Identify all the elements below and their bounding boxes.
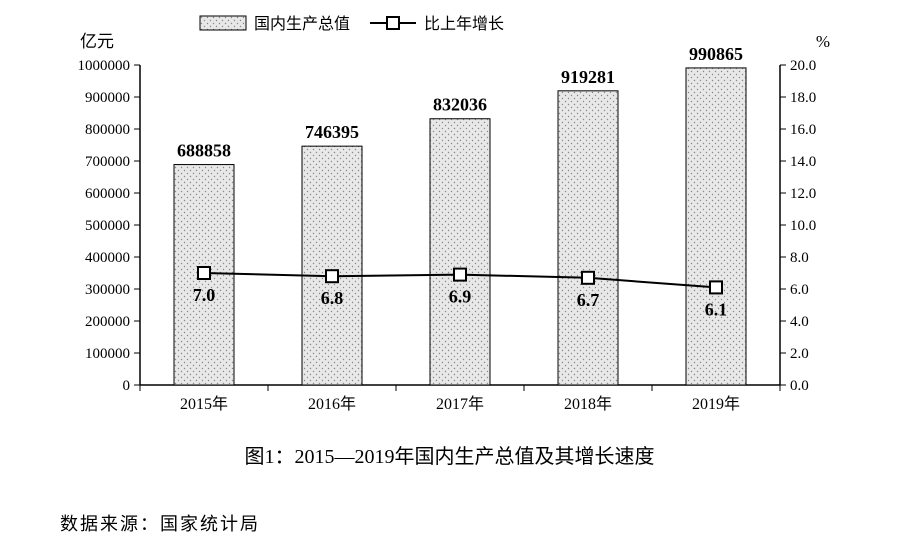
- y2-tick-label: 10.0: [790, 218, 816, 234]
- line-value-label: 6.8: [321, 288, 344, 308]
- line-value-label: 6.1: [705, 299, 728, 319]
- gdp-chart: 0 100000 200000 300000 400000 500000 600000 700…: [30, 10, 870, 440]
- legend: 国内生产总值 比上年增长: [200, 15, 504, 33]
- bar-value-label: 919281: [561, 67, 615, 87]
- legend-line-swatch: [387, 17, 399, 29]
- bar-value-label: 832036: [433, 95, 487, 115]
- line-marker: [198, 267, 210, 279]
- y1-tick-label: 900000: [85, 90, 130, 106]
- category-label: 2019年: [692, 395, 740, 413]
- legend-bar-label: 国内生产总值: [254, 15, 350, 33]
- y2-tick-label: 0.0: [790, 378, 809, 394]
- bar: [430, 119, 490, 385]
- line-marker: [326, 270, 338, 282]
- y2-tick-label: 12.0: [790, 186, 816, 202]
- y1-axis-label: 亿元: [80, 32, 114, 51]
- y2-tick-label: 4.0: [790, 314, 809, 330]
- y1-tick-label: 400000: [85, 250, 130, 266]
- y1-tick-label: 200000: [85, 314, 130, 330]
- bar: [558, 91, 618, 385]
- y1-tick-label: 500000: [85, 218, 130, 234]
- line-marker: [454, 269, 466, 281]
- line-marker: [582, 272, 594, 284]
- y2-tick-label: 14.0: [790, 154, 816, 170]
- line-value-label: 6.9: [449, 287, 472, 307]
- line-value-label: 7.0: [193, 285, 216, 305]
- line-marker: [710, 281, 722, 293]
- y2-tick-label: 20.0: [790, 58, 816, 74]
- category-label: 2015年: [180, 395, 228, 413]
- bar-value-label: 990865: [689, 44, 743, 64]
- bar-value-label: 746395: [305, 122, 359, 142]
- category-label: 2018年: [564, 395, 612, 413]
- y2-tick-label: 8.0: [790, 250, 809, 266]
- y2-tick-label: 6.0: [790, 282, 809, 298]
- legend-bar-swatch: [200, 16, 246, 30]
- y1-tick-label: 100000: [85, 346, 130, 362]
- chart-caption: 图1：2015—2019年国内生产总值及其增长速度: [0, 440, 899, 469]
- y2-tick-label: 2.0: [790, 346, 809, 362]
- y1-tick-label: 700000: [85, 154, 130, 170]
- category-label: 2017年: [436, 395, 484, 413]
- bar-value-label: 688858: [177, 141, 231, 161]
- y2-axis-label: %: [816, 32, 830, 51]
- y1-tick-label: 600000: [85, 186, 130, 202]
- legend-line-label: 比上年增长: [424, 15, 504, 33]
- y2-tick-label: 18.0: [790, 90, 816, 106]
- y1-tick-label: 300000: [85, 282, 130, 298]
- category-label: 2016年: [308, 395, 356, 413]
- y1-tick-label: 0: [123, 378, 131, 394]
- y1-tick-label: 800000: [85, 122, 130, 138]
- chart-svg: 0 100000 200000 300000 400000 500000 600000 700…: [30, 10, 870, 440]
- line-value-label: 6.7: [577, 290, 600, 310]
- bar: [302, 146, 362, 385]
- y1-tick-label: 1000000: [78, 58, 131, 74]
- bar: [686, 68, 746, 385]
- data-source-label: 数据来源：国家统计局: [60, 510, 260, 536]
- y2-tick-label: 16.0: [790, 122, 816, 138]
